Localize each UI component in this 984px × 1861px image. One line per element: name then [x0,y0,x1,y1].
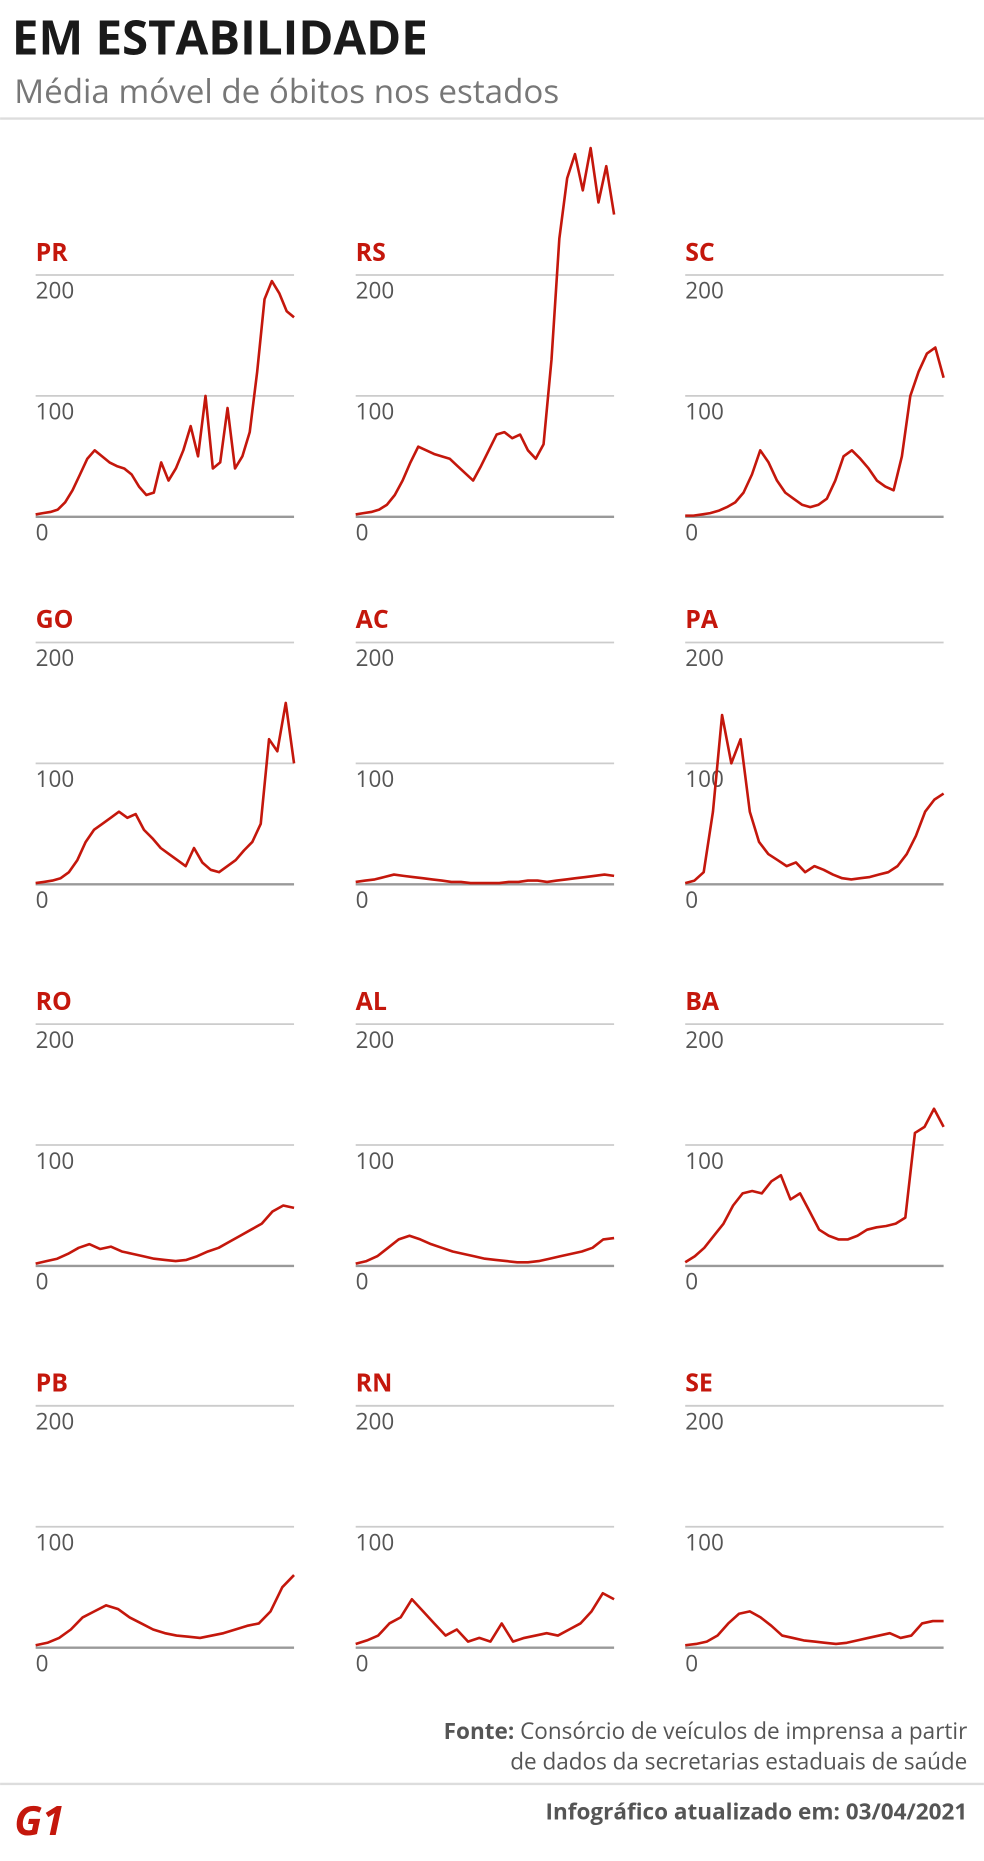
line [35,1204,295,1265]
line [355,873,615,885]
y-tick-label: 0 [685,1647,698,1678]
y-tick-label: 200 [356,275,395,306]
y-tick-label: 0 [36,1266,49,1297]
panel-title: PB [36,1366,68,1400]
line [35,279,295,516]
line [35,1574,295,1647]
panel-title: GO [36,602,74,636]
panel-title: RO [36,984,72,1018]
line [355,146,616,516]
y-tick-label: 100 [36,1526,75,1557]
y-tick-label: 100 [36,763,75,794]
line [685,1610,944,1647]
y-tick-label: 0 [685,517,698,548]
panel-title: RN [356,1366,393,1400]
y-tick-label: 0 [36,884,49,915]
y-tick-label: 200 [685,275,724,306]
source-label: Fonte: [444,1715,515,1746]
subtitle: Média móvel de óbitos nos estados [14,68,559,113]
panel-title: RS [356,235,386,269]
y-tick-label: 200 [356,1024,395,1055]
y-tick-label: 100 [356,1526,395,1557]
logo: G1 [14,1792,64,1847]
y-tick-label: 200 [685,1406,724,1437]
source-line: Consórcio de veículos de imprensa a part… [520,1715,967,1746]
line [684,713,945,885]
title: EM ESTABILIDADE [12,4,428,69]
y-tick-label: 200 [356,642,395,673]
panel-title: AC [356,602,389,636]
panel-title: PA [685,602,719,636]
y-tick-label: 0 [685,884,698,915]
y-tick-label: 200 [36,1024,75,1055]
y-tick-label: 200 [36,1406,75,1437]
y-tick-label: 0 [356,884,369,915]
y-tick-label: 200 [685,642,724,673]
y-tick-label: 100 [356,763,395,794]
y-tick-label: 0 [36,1647,49,1678]
line [685,346,945,517]
panel-title: PR [36,235,69,269]
y-tick-label: 200 [36,642,75,673]
y-tick-label: 0 [356,517,369,548]
source: Fonte: Consórcio de veículos de imprensa… [444,1715,968,1746]
y-tick-label: 0 [356,1647,369,1678]
line [35,701,296,885]
charts: PR 0 100 200 RS 0 100 200 SC 0 100 200 GO 0 100 200 AC 0 1… [35,146,945,1678]
y-tick-label: 200 [685,1024,724,1055]
y-tick-label: 100 [685,396,724,427]
y-tick-label: 200 [36,275,75,306]
y-tick-label: 0 [36,517,49,548]
panel-title: SC [685,235,715,269]
y-tick-label: 100 [685,1145,724,1176]
panel-title: BA [685,984,720,1018]
y-tick-label: 100 [685,1526,724,1557]
panel-title: AL [356,984,387,1018]
y-tick-label: 200 [356,1406,395,1437]
line [684,1107,945,1264]
line [355,1234,615,1265]
panel-title: SE [685,1366,713,1400]
line [355,1591,615,1646]
y-tick-label: 0 [356,1266,369,1297]
source-line: de dados da secretarias estaduais de saú… [510,1746,967,1777]
y-tick-label: 100 [356,396,395,427]
y-tick-label: 100 [356,1145,395,1176]
y-tick-label: 0 [685,1266,698,1297]
y-tick-label: 100 [36,1145,75,1176]
y-tick-label: 100 [36,396,75,427]
updated: Infográfico atualizado em: 03/04/2021 [546,1796,968,1827]
